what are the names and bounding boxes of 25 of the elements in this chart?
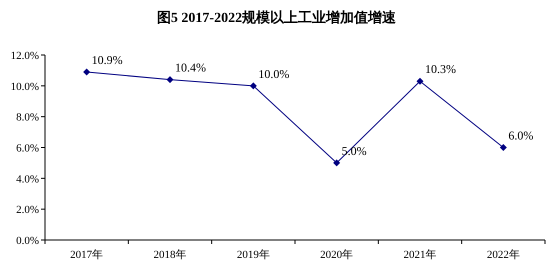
point: [500, 144, 507, 151]
point: [333, 159, 340, 166]
data-label: 10.4%: [175, 60, 206, 75]
point: [416, 78, 424, 85]
x-tick-label: 2018年: [154, 249, 186, 261]
data-label: 10.0%: [258, 66, 290, 81]
x-tick-label: 2019年: [236, 249, 270, 261]
data-label: 10.3%: [425, 62, 456, 76]
y-tick-label: 6.0%: [16, 142, 39, 154]
point: [166, 76, 174, 84]
point: [250, 82, 257, 90]
y-tick-label: 12.0%: [10, 50, 39, 62]
y-tick-label: 4.0%: [16, 173, 39, 186]
x-tick-label: 2022年: [486, 249, 520, 261]
data-label: 10.9%: [92, 52, 123, 67]
y-tick-label: 8.0%: [16, 112, 39, 124]
x-tick-label: 2020年: [320, 249, 354, 261]
point: [83, 68, 90, 76]
y-tick-label: 10.0%: [10, 80, 39, 93]
y-tick-label: 2.0%: [16, 204, 39, 216]
title: 图5 2017-2022规模以上工业增加值增速: [156, 11, 396, 26]
x-tick-label: 2017年: [70, 249, 104, 261]
x-tick-label: 2021年: [404, 249, 436, 261]
y-tick-label: 0.0%: [16, 235, 39, 247]
data-label: 6.0%: [508, 128, 534, 142]
